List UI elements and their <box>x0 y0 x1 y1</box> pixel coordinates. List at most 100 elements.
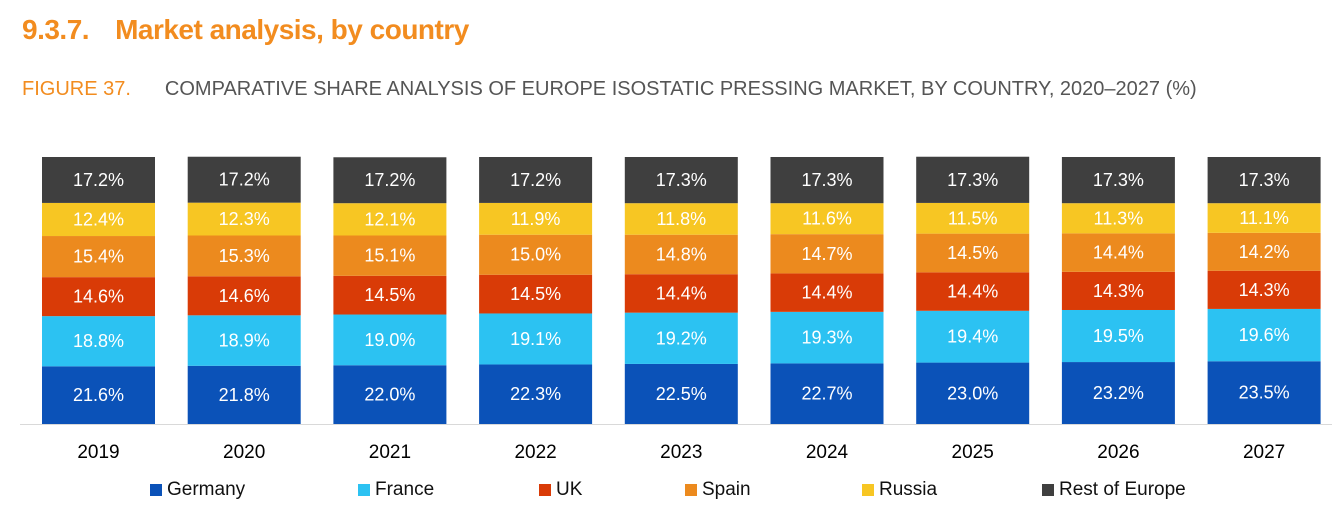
bar-segment-spain-2024 <box>770 234 884 274</box>
bar-segment-spain-2021 <box>333 235 447 276</box>
data-label: 14.8% <box>656 244 707 264</box>
bar-segment-spain-2022 <box>479 234 593 275</box>
x-tick-label: 2025 <box>952 442 994 463</box>
bar-segment-russia-2026 <box>1061 203 1175 234</box>
data-label: 14.3% <box>1239 280 1290 300</box>
bar-stack-2026: 23.2% 19.5% 14.3% 14.4% 11.3% 17.3% <box>1061 157 1175 424</box>
bar-stack-2025: 23.0% 19.4% 14.4% 14.5% 11.5% 17.3% <box>916 156 1030 424</box>
bar-segment-uk-2020 <box>187 276 301 316</box>
data-label: 14.4% <box>947 282 998 302</box>
data-label: 19.1% <box>510 329 561 349</box>
legend-item: UK <box>539 479 582 501</box>
bar-segment-spain-2020 <box>187 235 301 277</box>
bar-segment-uk-2019 <box>42 277 155 317</box>
bar-stack-2021: 22.0% 19.0% 14.5% 15.1% 12.1% 17.2% <box>333 157 447 424</box>
bar-stack-2027: 23.5% 19.6% 14.3% 14.2% 11.1% 17.3% <box>1207 157 1321 424</box>
legend-item: France <box>358 479 434 501</box>
x-tick-label: 2019 <box>77 442 119 463</box>
x-tick-label: 2022 <box>514 442 556 463</box>
bar-segment-rest-of-europe-2023 <box>624 157 738 204</box>
bar-segment-russia-2023 <box>624 203 738 235</box>
x-tick-label: 2027 <box>1243 442 1285 463</box>
data-label: 18.9% <box>219 331 270 351</box>
legend-swatch <box>1042 484 1054 496</box>
data-label: 17.2% <box>510 170 561 190</box>
data-label: 19.0% <box>364 330 415 350</box>
data-label: 17.2% <box>73 170 124 190</box>
bar-segment-rest-of-europe-2020 <box>187 156 301 203</box>
legend-label: France <box>375 479 435 500</box>
bar-segment-rest-of-europe-2025 <box>916 156 1030 203</box>
data-label: 15.3% <box>219 246 270 266</box>
legend-item: Russia <box>862 479 937 501</box>
data-label: 17.3% <box>801 170 852 190</box>
bar-segment-rest-of-europe-2024 <box>770 157 884 204</box>
bar-stack-2024: 22.7% 19.3% 14.4% 14.7% 11.6% 17.3% <box>770 157 884 424</box>
figure-caption: FIGURE 37. COMPARATIVE SHARE ANALYSIS OF … <box>22 78 1197 101</box>
bar-segment-france-2020 <box>187 315 301 366</box>
bar-segment-germany-2020 <box>187 365 301 424</box>
data-label: 23.0% <box>947 383 998 403</box>
data-label: 11.1% <box>1239 208 1289 228</box>
data-label: 12.3% <box>219 209 270 229</box>
bar-segment-spain-2026 <box>1061 233 1175 272</box>
bar-segment-germany-2022 <box>479 364 593 424</box>
data-label: 12.1% <box>364 209 415 229</box>
bar-segment-france-2022 <box>479 313 593 365</box>
section-number: 9.3.7. <box>22 14 90 45</box>
bar-segment-russia-2021 <box>333 203 447 236</box>
data-label: 15.1% <box>364 246 415 266</box>
bar-segment-germany-2027 <box>1207 361 1321 424</box>
data-label: 17.3% <box>947 170 998 190</box>
data-label: 19.6% <box>1239 325 1290 345</box>
figure-title: COMPARATIVE SHARE ANALYSIS OF EUROPE ISO… <box>164 78 1197 100</box>
data-label: 14.6% <box>73 287 124 307</box>
bar-segment-spain-2023 <box>624 234 738 275</box>
bar-segment-uk-2024 <box>770 273 884 312</box>
bar-stack-2020: 21.8% 18.9% 14.6% 15.3% 12.3% 17.2% <box>187 156 301 424</box>
data-label: 19.2% <box>656 328 707 348</box>
bar-segment-germany-2024 <box>770 363 884 424</box>
data-label: 14.5% <box>947 243 998 263</box>
bar-segment-germany-2025 <box>916 362 1030 424</box>
legend-item: Germany <box>150 479 245 501</box>
data-label: 15.0% <box>510 245 561 265</box>
legend-label: Germany <box>167 479 246 500</box>
bar-segment-russia-2025 <box>916 202 1030 234</box>
bar-segment-russia-2022 <box>479 202 593 235</box>
data-label: 11.5% <box>948 208 998 228</box>
x-tick-label: 2026 <box>1097 442 1139 463</box>
data-label: 22.0% <box>364 385 415 405</box>
bar-segment-uk-2021 <box>333 275 447 315</box>
data-label: 19.4% <box>947 327 998 347</box>
data-label: 23.2% <box>1093 383 1144 403</box>
data-label: 22.3% <box>510 384 561 404</box>
bar-segment-france-2026 <box>1061 309 1175 363</box>
figure-label: FIGURE 37. <box>22 78 131 100</box>
data-label: 19.5% <box>1093 326 1144 346</box>
data-label: 17.3% <box>656 170 707 190</box>
legend-item: Spain <box>685 479 751 501</box>
data-label: 14.4% <box>1093 243 1144 263</box>
x-tick-label: 2023 <box>660 442 702 463</box>
bar-segment-germany-2021 <box>333 365 447 424</box>
data-label: 21.8% <box>219 385 270 405</box>
data-label: 17.2% <box>219 170 270 190</box>
data-label: 19.3% <box>801 328 852 348</box>
x-tick-label: 2024 <box>806 442 849 463</box>
data-label: 14.7% <box>801 244 852 264</box>
data-label: 14.5% <box>510 284 561 304</box>
bar-segment-rest-of-europe-2027 <box>1207 157 1321 204</box>
section-title: Market analysis, by country <box>115 14 469 45</box>
bar-segment-france-2025 <box>916 310 1030 363</box>
bar-segment-russia-2020 <box>187 202 301 236</box>
data-label: 17.2% <box>364 170 415 190</box>
bar-stack-2022: 22.3% 19.1% 14.5% 15.0% 11.9% 17.2% <box>479 157 593 424</box>
data-label: 23.5% <box>1239 383 1290 403</box>
bar-segment-france-2019 <box>42 316 155 367</box>
bar-segment-rest-of-europe-2021 <box>333 157 447 204</box>
data-label: 21.6% <box>73 385 124 405</box>
legend-label: Spain <box>702 479 751 500</box>
bar-segment-rest-of-europe-2022 <box>479 157 593 203</box>
